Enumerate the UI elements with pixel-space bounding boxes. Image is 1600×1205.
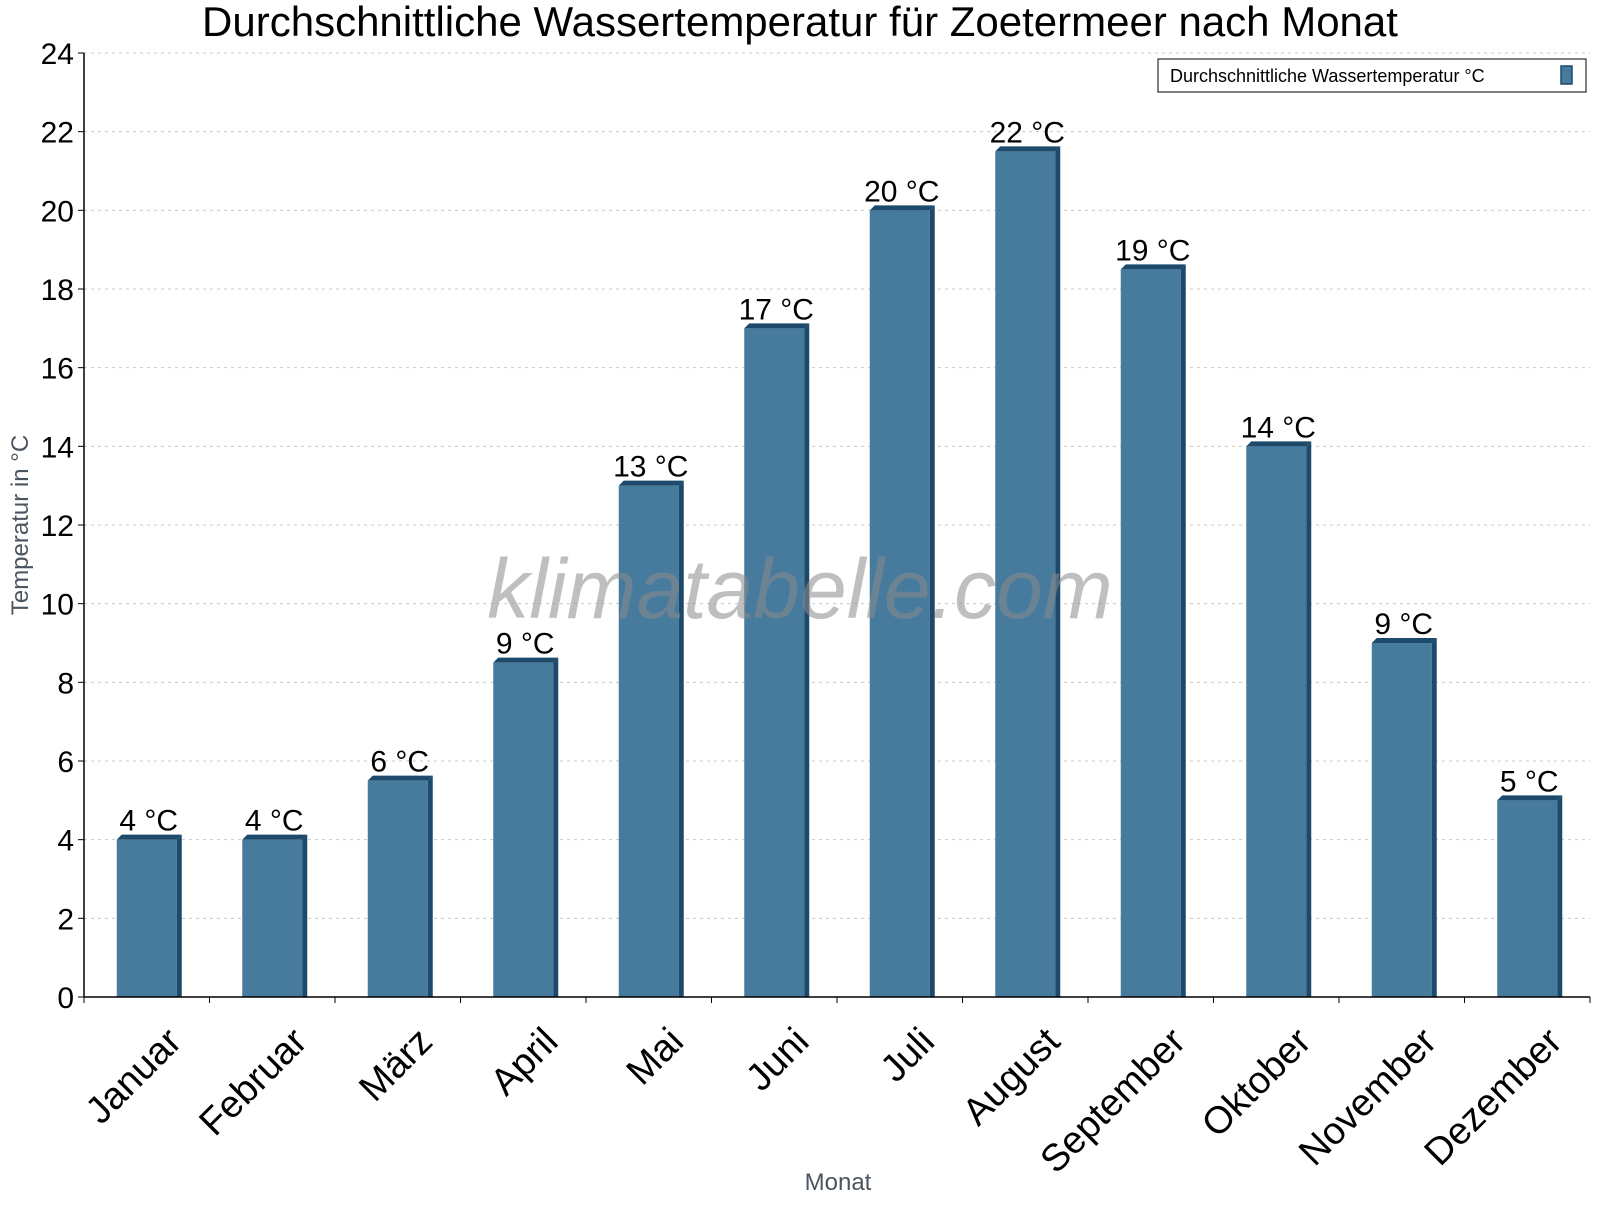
bar-top <box>1371 638 1437 643</box>
y-tick-label: 10 <box>41 589 74 622</box>
x-tick-label: April <box>483 1020 566 1103</box>
bar <box>493 662 554 997</box>
y-tick-label: 0 <box>57 982 74 1015</box>
bars: 4 °C 4 °C 6 °C 9 °C 13 °C 17 °C 20 °C 22 °C 19 °… <box>116 116 1563 998</box>
data-label: 14 °C <box>1241 411 1316 444</box>
bar-top <box>1497 795 1563 801</box>
bar <box>618 485 679 997</box>
data-label: 5 °C <box>1500 765 1559 798</box>
bar-side <box>929 205 935 998</box>
legend: Durchschnittliche Wassertemperatur °C <box>1157 58 1587 93</box>
data-label: 6 °C <box>370 746 429 779</box>
bar-side <box>678 480 684 998</box>
y-tick-label: 16 <box>41 353 74 386</box>
x-tick-label: Februar <box>191 1020 315 1144</box>
bar-top <box>1246 441 1312 447</box>
bar-side <box>1557 795 1563 997</box>
bar-top <box>995 146 1061 152</box>
bar-top <box>618 480 684 486</box>
bar-side <box>553 657 559 997</box>
y-tick-label: 6 <box>57 746 74 779</box>
bar-side <box>1055 146 1061 998</box>
bar-side <box>804 323 810 997</box>
x-tick-label: Mai <box>619 1020 692 1093</box>
x-tick-label: Juli <box>873 1020 943 1090</box>
bar <box>116 839 177 997</box>
data-label: 17 °C <box>739 293 814 326</box>
bar-side <box>176 834 182 997</box>
y-tick-label: 4 <box>57 825 74 858</box>
y-tick-label: 14 <box>41 431 74 464</box>
bar-side <box>302 834 308 997</box>
x-tick-label: Januar <box>78 1020 190 1132</box>
data-label: 19 °C <box>1115 234 1190 267</box>
x-tick-label: Dezember <box>1417 1020 1571 1174</box>
y-tick-label: 22 <box>41 117 74 150</box>
bar-top <box>493 657 559 663</box>
bar-top <box>242 834 308 840</box>
y-tick-label: 2 <box>57 903 74 936</box>
bar <box>1371 643 1432 997</box>
bar <box>242 839 303 997</box>
bar-top <box>116 834 182 840</box>
data-label: 9 °C <box>496 628 555 661</box>
grid-lines <box>84 52 1590 919</box>
bar-top <box>869 205 935 211</box>
x-tick-label: Juni <box>738 1020 817 1099</box>
bar <box>367 780 428 997</box>
y-tick-label: 8 <box>57 667 74 700</box>
bar <box>744 328 805 997</box>
data-label: 4 °C <box>245 805 304 838</box>
x-axis-label: Monat <box>805 1169 872 1196</box>
y-tick-label: 24 <box>41 38 74 71</box>
x-tick-label: August <box>955 1020 1069 1134</box>
data-label: 4 °C <box>119 805 178 838</box>
bar <box>1120 269 1181 997</box>
bar <box>1497 800 1558 997</box>
y-tick-label: 12 <box>41 510 74 543</box>
x-tick-label: Oktober <box>1194 1020 1320 1146</box>
legend-swatch <box>1560 65 1573 85</box>
bar-top <box>744 323 810 329</box>
data-label: 9 °C <box>1374 608 1433 641</box>
bar-top <box>367 775 433 781</box>
bar <box>995 151 1056 998</box>
bar-side <box>1306 441 1312 997</box>
bar-top <box>1120 264 1186 270</box>
y-tick-label: 18 <box>41 274 74 307</box>
legend-label: Durchschnittliche Wassertemperatur °C <box>1170 66 1485 86</box>
bar <box>1246 446 1307 997</box>
data-label: 22 °C <box>990 116 1065 149</box>
chart-title: Durchschnittliche Wassertemperatur für Z… <box>202 0 1398 45</box>
bar-side <box>427 775 433 997</box>
y-tick-label: 20 <box>41 195 74 228</box>
x-tick-label: März <box>351 1020 440 1109</box>
bar <box>869 210 930 998</box>
bar-side <box>1431 638 1437 997</box>
bar-side <box>1180 264 1186 997</box>
watermark: klimatabelle.com <box>487 542 1113 636</box>
legend-box <box>1157 58 1587 93</box>
y-axis-label: Temperatur in °C <box>7 435 34 615</box>
data-label: 20 °C <box>864 175 939 208</box>
data-label: 13 °C <box>613 451 688 484</box>
